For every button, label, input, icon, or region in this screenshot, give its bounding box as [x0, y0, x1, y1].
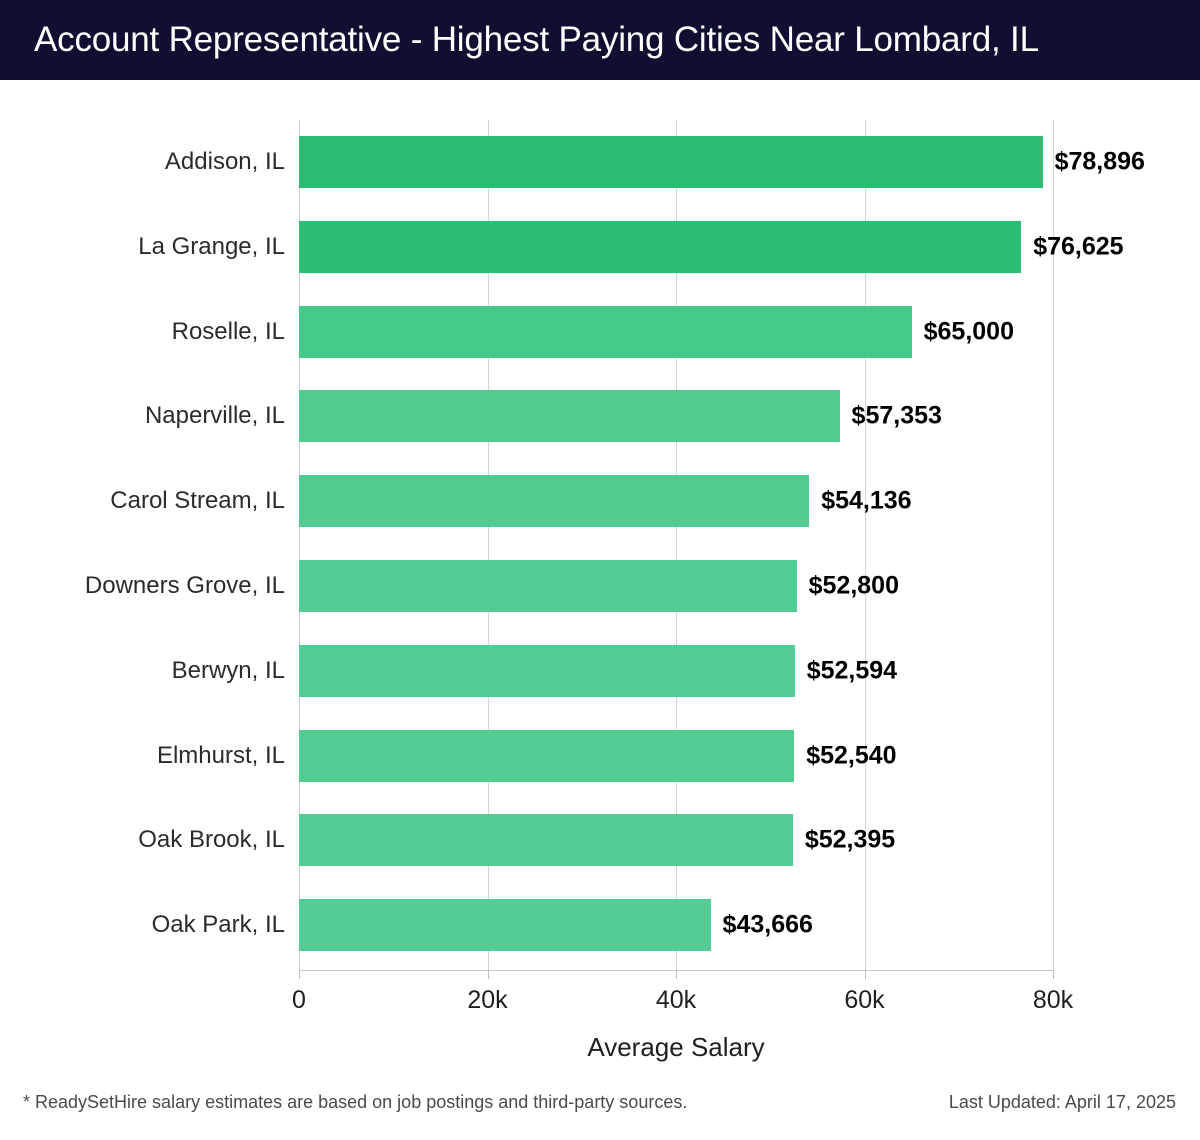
category-label: La Grange, IL: [138, 232, 285, 260]
x-axis-title: Average Salary: [587, 1032, 765, 1062]
bar-value-label: $52,594: [806, 656, 898, 685]
bar-row: Downers Grove, IL $52,800: [0, 560, 1200, 612]
x-tick-label: 40k: [655, 986, 697, 1014]
category-label: Addison, IL: [164, 148, 285, 175]
bar[interactable]: [299, 814, 793, 867]
bar-value-label: $52,395: [804, 825, 896, 854]
category-label: Oak Brook, IL: [138, 826, 285, 854]
bar-row: Addison, IL $78,896: [0, 136, 1200, 188]
footnote: * ReadySetHire salary estimates are base…: [23, 1092, 688, 1112]
bar-value-label: $65,000: [923, 317, 1014, 346]
chart-footer: * ReadySetHire salary estimates are base…: [0, 1092, 1200, 1132]
bar[interactable]: [299, 220, 1022, 273]
plot-area: Addison, IL $78,896 La Grange, IL $76,625 Ro…: [0, 80, 1200, 1080]
tick-mark-40k: [676, 970, 677, 979]
x-tick-label: 80k: [1032, 986, 1074, 1014]
category-label: Oak Park, IL: [151, 911, 285, 939]
bar[interactable]: [299, 305, 912, 358]
category-label: Berwyn, IL: [171, 656, 285, 684]
bar-value-label: $43,666: [722, 910, 813, 939]
category-label: Carol Stream, IL: [110, 487, 285, 515]
bar[interactable]: [299, 475, 810, 528]
bar-value-label: $78,896: [1054, 147, 1145, 176]
gridline-40k: [676, 120, 677, 970]
bar-row: Oak Brook, IL $52,395: [0, 814, 1200, 867]
category-label: Downers Grove, IL: [84, 572, 285, 599]
bar-row: La Grange, IL $76,625: [0, 220, 1200, 273]
gridline-0: [299, 120, 300, 970]
tick-mark-60k: [864, 970, 866, 979]
x-tick-label: 20k: [467, 986, 508, 1014]
tick-mark-80k: [1053, 970, 1054, 979]
gridline-20k: [487, 120, 489, 970]
gridline-80k: [1053, 120, 1054, 970]
bar[interactable]: [299, 136, 1043, 188]
bar-row: Berwyn, IL $52,594: [0, 644, 1200, 697]
bar-row: Carol Stream, IL $54,136: [0, 475, 1200, 528]
bar[interactable]: [299, 560, 797, 612]
bar[interactable]: [299, 899, 711, 952]
bar[interactable]: [299, 729, 795, 782]
bar-value-label: $76,625: [1033, 232, 1124, 261]
category-label: Naperville, IL: [144, 402, 285, 430]
bar-value-label: $57,353: [851, 401, 942, 430]
category-label: Elmhurst, IL: [156, 741, 285, 769]
bar-value-label: $52,540: [806, 741, 897, 770]
x-tick-label: 60k: [844, 986, 885, 1014]
category-label: Roselle, IL: [171, 317, 285, 345]
x-tick-label: 0: [292, 986, 306, 1014]
bar-row: Naperville, IL $57,353: [0, 390, 1200, 443]
bar-row: Elmhurst, IL $52,540: [0, 729, 1200, 782]
bar-row: Roselle, IL $65,000: [0, 305, 1200, 358]
tick-mark-0: [299, 970, 300, 979]
bar-row: Oak Park, IL $43,666: [0, 899, 1200, 952]
bar[interactable]: [299, 644, 795, 697]
bar-value-label: $52,800: [808, 571, 899, 600]
gridline-60k: [864, 120, 866, 970]
bar-value-label: $54,136: [821, 486, 912, 515]
chart-header: Account Representative - Highest Paying …: [0, 0, 1200, 80]
bar[interactable]: [299, 390, 840, 443]
last-updated: Last Updated: April 17, 2025: [948, 1092, 1176, 1112]
tick-mark-20k: [487, 970, 489, 979]
page-title: Account Representative - Highest Paying …: [34, 20, 1039, 59]
